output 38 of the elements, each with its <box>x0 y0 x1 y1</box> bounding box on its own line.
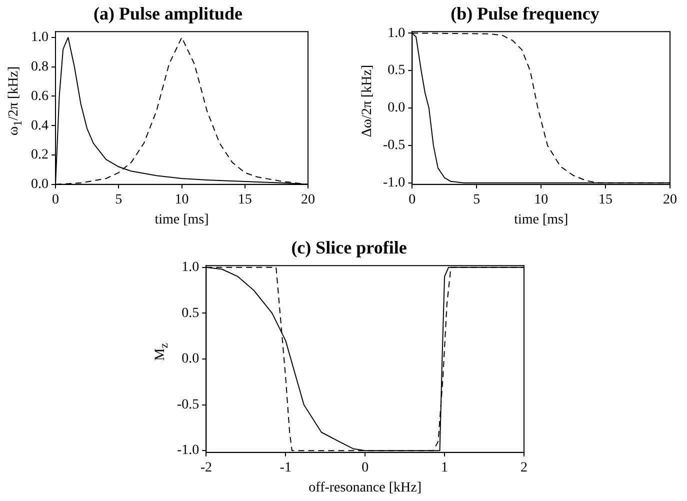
x-tick-label: 10 <box>534 192 548 208</box>
x-tick-label: 0 <box>362 460 369 476</box>
y-tick-label: 0.4 <box>31 118 48 134</box>
x-tick-label: -1 <box>280 460 292 476</box>
y-tick-label: 0.6 <box>31 88 48 104</box>
y-tick-label: 0.5 <box>388 63 406 78</box>
y-tick-label: 0.8 <box>31 60 48 75</box>
x-axis-title: time [ms] <box>514 212 568 228</box>
chart-title: (b) Pulse frequency <box>450 3 600 24</box>
y-tick-label: 1.0 <box>388 26 406 41</box>
chart-title: (a) Pulse amplitude <box>93 3 243 24</box>
y-tick-label: 0.0 <box>182 352 200 367</box>
x-tick-label: 20 <box>301 192 315 208</box>
x-tick-label: 0 <box>52 192 59 208</box>
y-tick-label: -1.0 <box>176 443 200 458</box>
chart-title: (c) Slice profile <box>291 237 407 258</box>
y-axis-title: Δω/2π [kHz] <box>360 64 376 138</box>
y-tick-label: 1.0 <box>182 260 200 276</box>
y-tick-label: 0.5 <box>182 306 200 321</box>
x-tick-label: 1 <box>441 460 448 476</box>
x-tick-label: 2 <box>520 460 528 476</box>
x-axis-title: off-resonance [kHz] <box>308 480 422 496</box>
y-tick-label: -0.5 <box>382 138 406 154</box>
x-tick-label: 15 <box>238 192 252 208</box>
x-axis-title: time [ms] <box>154 212 209 228</box>
y-tick-label: -0.5 <box>176 397 200 412</box>
x-tick-label: 10 <box>174 192 189 208</box>
x-tick-label: 0 <box>408 192 416 208</box>
y-tick-label: 0.0 <box>31 177 48 192</box>
x-tick-label: -2 <box>200 460 212 476</box>
y-tick-label: -1.0 <box>382 176 406 191</box>
y-tick-label: 0.0 <box>388 100 406 116</box>
y-tick-label: 1.0 <box>31 30 48 46</box>
x-tick-label: 15 <box>598 192 613 208</box>
x-tick-label: 5 <box>473 192 480 208</box>
y-tick-label: 0.2 <box>31 148 48 163</box>
x-tick-label: 5 <box>115 192 122 208</box>
x-tick-label: 20 <box>663 192 677 208</box>
